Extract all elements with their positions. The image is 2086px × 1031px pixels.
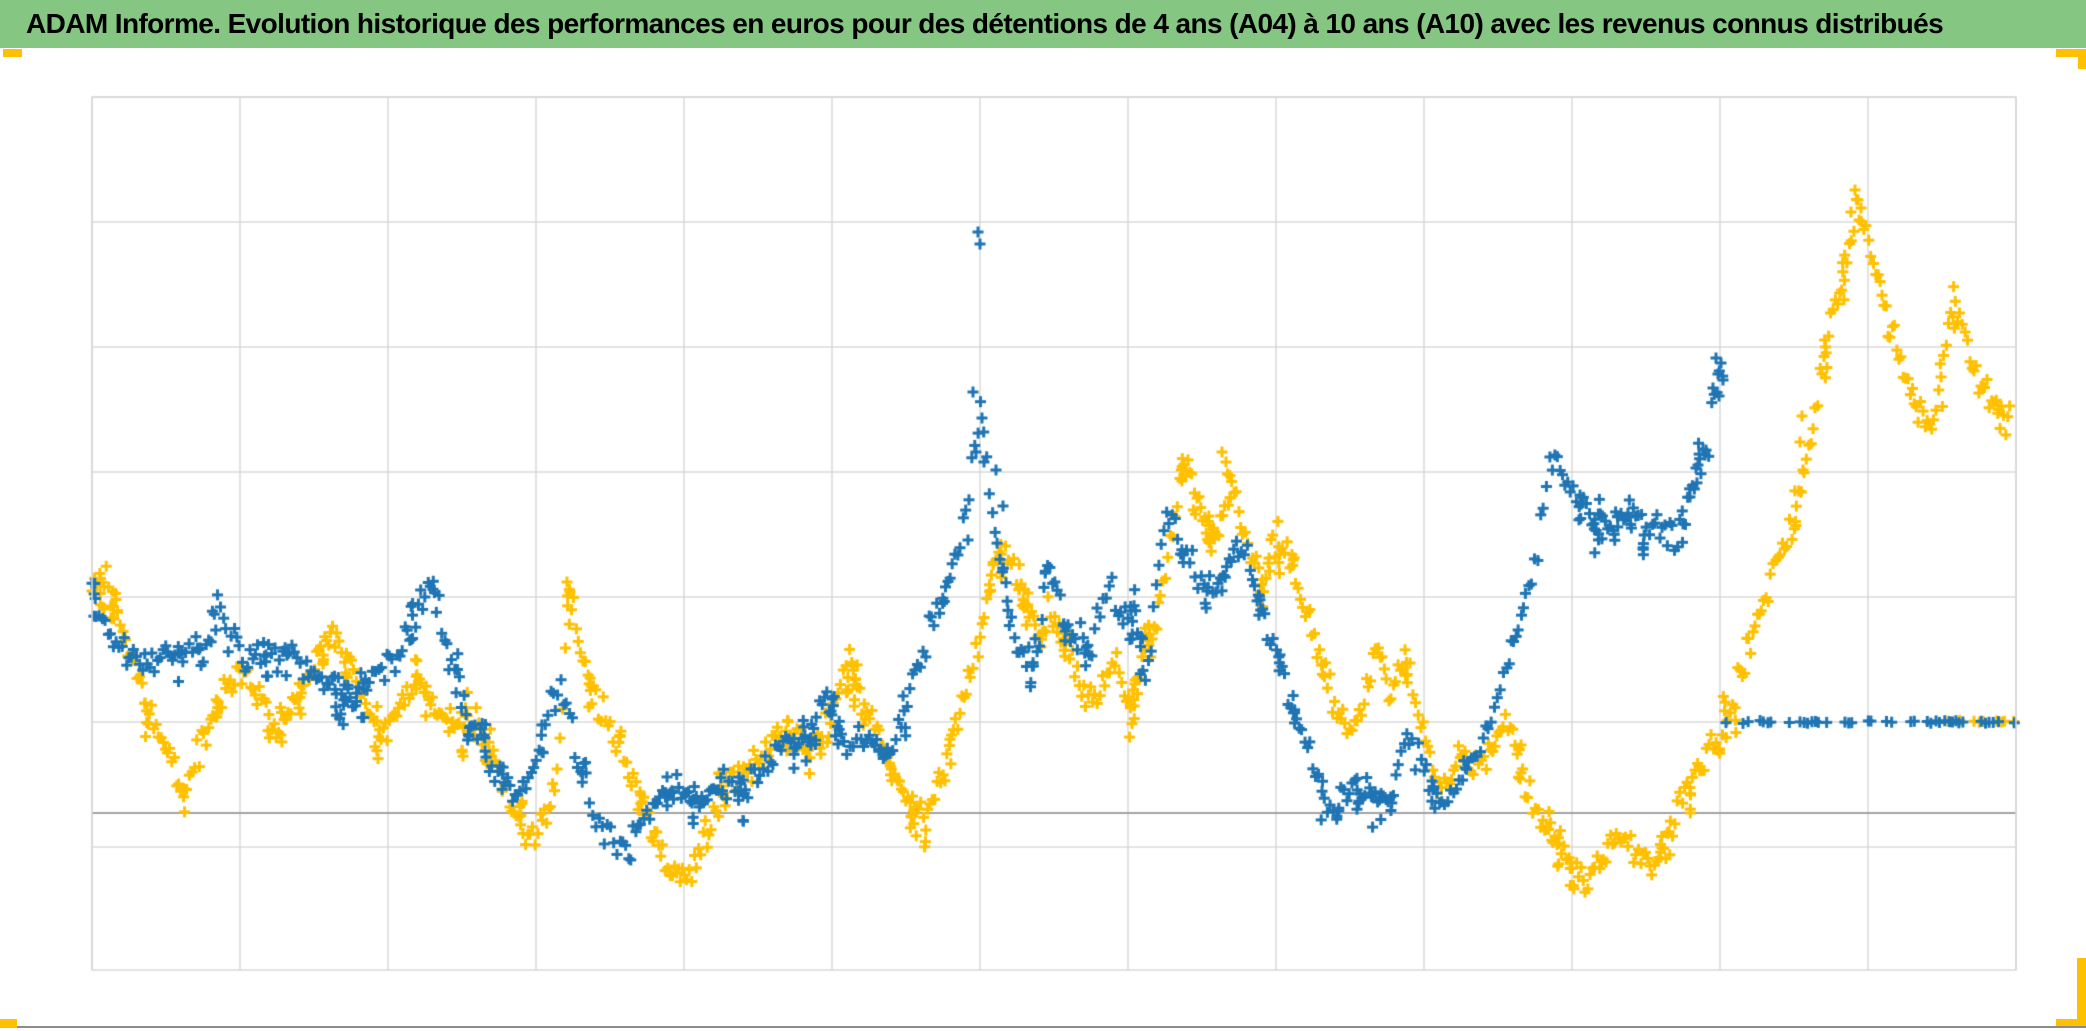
performance-scatter-chart — [0, 0, 2086, 1031]
adam-report-window: ADAM Informe. Evolution historique des p… — [0, 0, 2086, 1031]
